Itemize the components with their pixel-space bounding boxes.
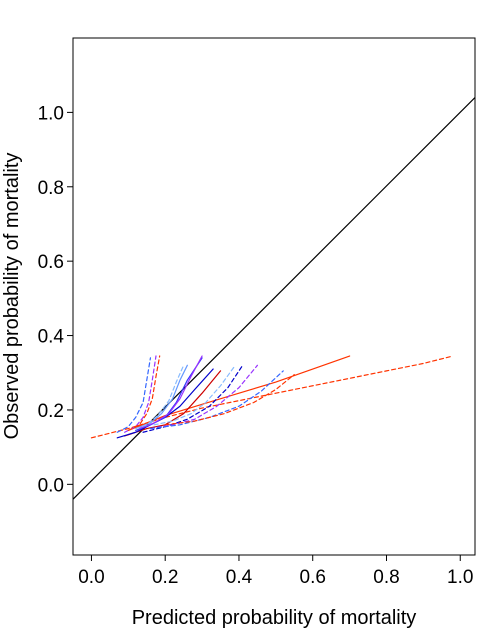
x-tick-label: 0.6: [300, 567, 326, 588]
calibration-curve-9: [124, 355, 157, 433]
calibration-curve-7: [135, 364, 188, 430]
calibration-curve-12: [149, 364, 258, 430]
calibration-curve-16: [135, 364, 185, 430]
plot-frame: [72, 37, 476, 556]
calibration-curve-6: [138, 355, 203, 430]
y-tick-label: 0.8: [38, 178, 64, 199]
calibration-curve-15: [153, 364, 236, 426]
reference-diagonal: [73, 97, 475, 500]
x-tick-label: 0.8: [373, 567, 399, 588]
calibration-curve-8: [116, 357, 152, 433]
x-tick-label: 0.2: [152, 567, 178, 588]
calibration-curve-14: [164, 374, 295, 426]
x-tick-label: 0.0: [78, 567, 104, 588]
calibration-curve-11: [142, 364, 244, 433]
y-tick-label: 0.2: [38, 401, 64, 422]
calibration-curve-13: [149, 370, 284, 430]
x-tick-label: 1.0: [447, 567, 473, 588]
y-tick-label: 1.0: [38, 103, 64, 124]
y-tick-label: 0.0: [38, 475, 64, 496]
y-tick-label: 0.4: [38, 327, 65, 348]
calibration-curve-3: [124, 370, 222, 437]
y-tick-label: 0.6: [38, 252, 64, 273]
x-tick-label: 0.4: [226, 567, 253, 588]
y-axis-label: Observed probability of mortality: [1, 153, 23, 440]
x-axis-label: Predicted probability of mortality: [132, 607, 417, 629]
calibration-curve-10: [127, 355, 161, 431]
